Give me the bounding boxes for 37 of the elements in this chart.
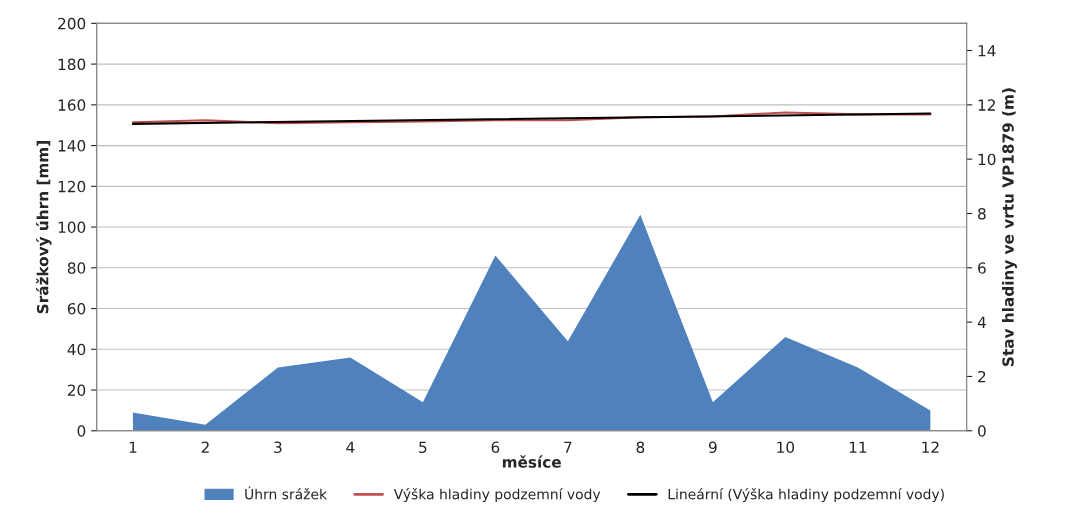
x-tick-label: 9 bbox=[708, 441, 717, 454]
x-tick-label: 12 bbox=[922, 441, 939, 453]
y2-tick-label: 0 bbox=[978, 425, 986, 437]
x-tick-label: 8 bbox=[636, 441, 645, 454]
y-tick-label: 80 bbox=[67, 262, 86, 274]
y-tick-label: 140 bbox=[58, 140, 86, 152]
y-tick-label: 100 bbox=[58, 221, 86, 234]
y-tick-label: 120 bbox=[58, 180, 86, 193]
y-tick-label: 160 bbox=[58, 99, 86, 111]
y-tick-label: 40 bbox=[67, 343, 86, 356]
y-axis-title: Srážkový úhrn [mm] bbox=[36, 141, 52, 314]
legend-label: Lineární (Výška hladiny podzemní vody) bbox=[668, 488, 944, 503]
y-tick-label: 20 bbox=[67, 384, 86, 397]
x-tick-label: 2 bbox=[201, 441, 209, 453]
x-tick-label: 7 bbox=[564, 441, 572, 453]
y2-tick-label: 2 bbox=[978, 370, 986, 383]
y2-tick-label: 6 bbox=[978, 262, 986, 274]
x-tick-label: 11 bbox=[849, 441, 867, 453]
y-tick-label: 0 bbox=[77, 425, 86, 437]
y2-tick-label: 12 bbox=[978, 99, 995, 111]
y2-tick-label: 8 bbox=[978, 207, 986, 220]
y-tick-label: 60 bbox=[67, 303, 86, 315]
x-tick-label: 6 bbox=[491, 441, 500, 454]
x-tick-label: 3 bbox=[274, 441, 282, 454]
y2-tick-label: 10 bbox=[978, 153, 996, 166]
legend-label: Úhrn srážek bbox=[245, 486, 328, 500]
y2-axis-title: Stav hladiny ve vrtu VP1879 (m) bbox=[1002, 88, 1017, 366]
x-tick-label: 1 bbox=[129, 441, 137, 453]
legend-label: Výška hladiny podzemní vody bbox=[393, 488, 601, 503]
x-tick-label: 10 bbox=[777, 441, 795, 454]
y-tick-label: 200 bbox=[58, 17, 86, 30]
y2-tick-label: 4 bbox=[977, 316, 986, 328]
x-axis-title: měsíce bbox=[502, 455, 561, 468]
x-tick-label: 4 bbox=[346, 441, 355, 453]
y2-tick-label: 14 bbox=[978, 45, 996, 57]
y-tick-label: 180 bbox=[58, 58, 86, 71]
x-tick-label: 5 bbox=[419, 441, 427, 454]
